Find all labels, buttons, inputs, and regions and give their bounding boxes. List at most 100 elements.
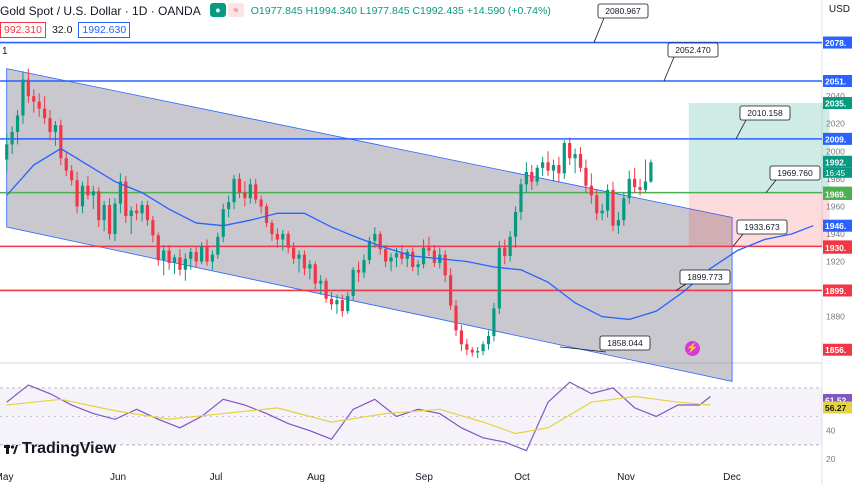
rsi-value-label: 61.52 [825,396,847,406]
descending-channel [6,68,733,382]
month-label: May [0,472,13,483]
candle-body [205,246,209,262]
candle-body [449,275,453,306]
ohlc-readout: O1977.845 H1994.340 L1977.845 C1992.435 … [250,5,551,17]
candle-body [378,233,382,250]
data-delay-icon[interactable]: ≈ [228,3,244,17]
candle-body [519,184,523,212]
low-callout-box [599,335,651,351]
candle-body [481,344,485,352]
candle-body [80,185,85,207]
candle-body [10,131,14,145]
candle-body [243,192,247,199]
candle-body [302,254,307,269]
candle-body [237,178,242,193]
price-axis-label: 1899. [825,286,846,296]
candle-body [32,96,36,102]
tradingview-logo[interactable]: TradingView [4,440,116,458]
candle-body [346,295,350,312]
rsi-ma-line [6,395,711,435]
candle-body [394,253,399,258]
candle-body [389,257,393,262]
candle-body [584,167,588,186]
magic-wand-icon[interactable]: ⚡ [685,341,700,356]
price-axis-label-bg [823,97,852,110]
candle-body [313,264,317,284]
level-callout-text: 1969.760 [777,168,813,178]
price-tick: 1980 [826,174,845,184]
spread-value: 32.0 [51,24,73,36]
candle-body [297,254,301,259]
candle-body [308,264,312,269]
candle-body [210,254,215,262]
level-callout-box [769,165,821,181]
candle-body [562,143,566,174]
month-label: Oct [514,472,530,483]
callout-leader [593,17,605,43]
month-label: Sep [415,472,433,483]
price-axis-label: 1946. [825,221,846,231]
month-label: Dec [723,472,741,483]
price-axis-label-bg [823,74,852,87]
candle-body [513,211,518,237]
price-tick: 1920 [826,257,845,267]
candle-body [351,269,355,296]
candle-body [140,205,144,214]
price-axis-label-bg [823,219,852,232]
symbol-title[interactable]: Gold Spot / U.S. Dollar · 1D · OANDA [0,4,201,18]
price-axis-label: 2051. [825,76,846,86]
candle-body [578,154,583,168]
candle-body [145,205,150,221]
candle-body [541,162,545,168]
candle-body [259,199,263,207]
level-callout-text: 1933.673 [744,222,780,232]
candle-body [551,165,556,171]
price-tick: 2000 [826,146,845,156]
candle-body [432,250,436,263]
market-open-icon[interactable]: ● [210,3,226,17]
rsi-value-label-bg [823,401,852,414]
candle-body [633,178,637,188]
candle-body [384,249,388,262]
level-callout-box [667,42,719,58]
low-callout-leader [559,346,607,353]
candle-body [476,351,480,353]
candle-body [524,171,528,185]
price-axis-label-bg [823,284,852,297]
brand-name: TradingView [22,440,116,457]
candle-body [589,185,593,196]
candle-body [156,235,160,261]
candle-body [102,205,106,221]
tradingview-logo-icon [4,445,18,454]
level-callout-text: 2010.158 [747,108,783,118]
price-axis-label: 2078. [825,38,846,48]
candle-body [600,210,604,214]
candle-body [638,187,642,190]
price-axis-label: 1992. [825,157,846,167]
candle-body [503,247,507,257]
countdown-label-bg [823,167,852,178]
candle-body [616,220,621,226]
candle-body [64,158,68,171]
candle-body [421,247,426,265]
price-tick: 1960 [826,201,845,211]
candle-body [292,247,296,259]
level-callout-box [679,269,731,285]
level-callout-box [739,105,791,121]
currency-label[interactable]: USD [828,4,850,15]
candle-body [508,236,512,257]
candle-body [356,269,361,273]
candle-body [216,236,220,255]
price-axis-label: 2035. [825,99,846,109]
price-tick: 1940 [826,229,845,239]
candle-body [167,250,171,263]
sell-price-button[interactable]: 992.310 [0,22,46,38]
buy-price-button[interactable]: 1992.630 [78,22,131,38]
candle-body [162,250,166,261]
price-axis-label-bg [823,343,852,356]
month-label: Jun [110,472,126,483]
candle-body [124,181,128,217]
candle-body [319,280,323,284]
candle-body [75,180,79,207]
